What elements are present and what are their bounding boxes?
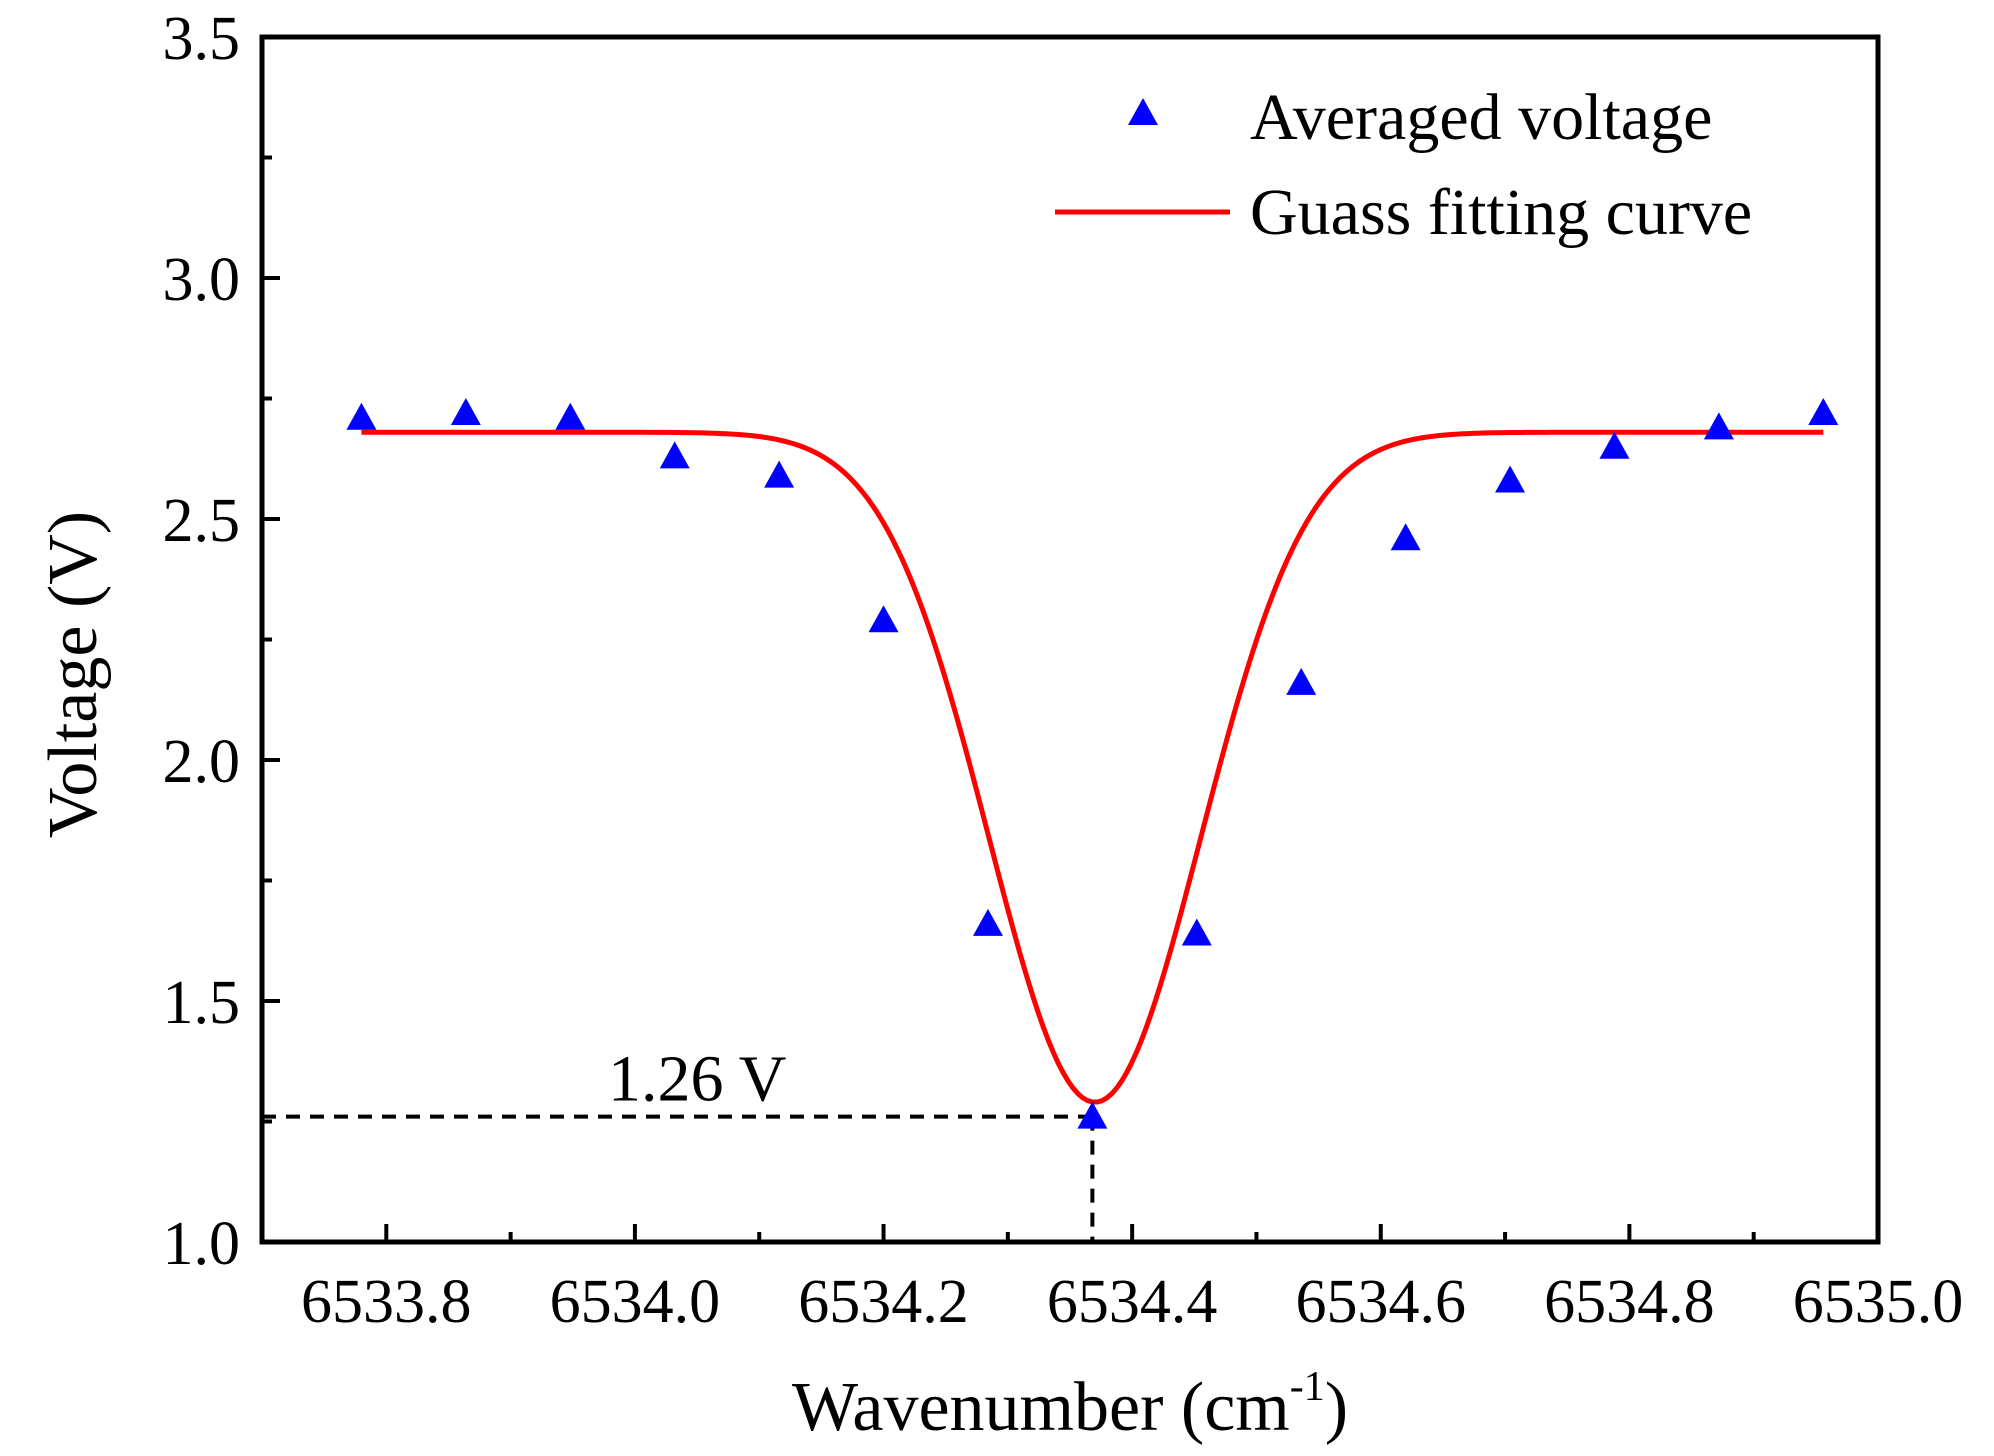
data-point-triangle [1599, 431, 1630, 459]
y-tick-label: 3.0 [163, 246, 241, 314]
legend-label-fit-curve: Guass fitting curve [1250, 176, 1752, 249]
data-point-triangle [868, 605, 899, 633]
data-point-triangle [346, 402, 377, 430]
legend-label-averaged-voltage: Averaged voltage [1250, 81, 1712, 154]
x-tick-label: 6534.8 [1544, 1268, 1715, 1336]
data-point-triangle [1077, 1101, 1108, 1129]
y-axis-title: Voltage (V) [35, 511, 112, 838]
y-tick-label: 2.0 [163, 728, 241, 796]
x-tick-label: 6535.0 [1793, 1268, 1964, 1336]
x-tick-label: 6534.0 [550, 1268, 721, 1336]
data-point-triangle [1286, 667, 1317, 695]
x-tick-label: 6534.6 [1296, 1268, 1467, 1336]
x-axis-title: Wavenumber (cm-1) [792, 1364, 1348, 1446]
x-axis-title-superscript: -1 [1290, 1364, 1325, 1410]
data-point-triangle [450, 397, 481, 425]
y-tick-label: 2.5 [163, 487, 241, 555]
annotation-label: 1.26 V [608, 1043, 786, 1116]
y-tick-label: 1.5 [163, 969, 241, 1037]
y-tick-label: 1.0 [163, 1210, 241, 1278]
x-axis-title-main: Wavenumber (cm [792, 1369, 1290, 1446]
points-layer [346, 397, 1839, 1129]
legend-marker-triangle [1128, 98, 1158, 125]
data-point-triangle [1390, 523, 1421, 551]
y-tick-label: 3.5 [163, 5, 241, 73]
guide-layer [262, 1114, 1095, 1242]
legend: Averaged voltage Guass fitting curve [1055, 81, 1752, 249]
x-tick-label: 6534.4 [1047, 1268, 1218, 1336]
data-point-triangle [764, 460, 795, 488]
data-point-triangle [1495, 465, 1526, 493]
fit-curve-line [361, 429, 1824, 1105]
data-point-triangle [1808, 397, 1839, 425]
data-point-triangle [972, 908, 1003, 936]
text-layer: 6533.8 6534.0 6534.2 6534.4 6534.6 6534.8 6535… [35, 5, 1963, 1446]
data-point-triangle [555, 402, 586, 430]
axes-layer [259, 34, 1881, 1245]
x-tick-label: 6533.8 [301, 1268, 472, 1336]
data-point-triangle [1181, 918, 1212, 946]
x-axis-title-close: ) [1325, 1369, 1348, 1446]
data-point-triangle [659, 441, 690, 469]
curve-layer [361, 429, 1824, 1105]
data-point-triangle [1703, 412, 1734, 440]
x-tick-label: 6534.2 [798, 1268, 969, 1336]
